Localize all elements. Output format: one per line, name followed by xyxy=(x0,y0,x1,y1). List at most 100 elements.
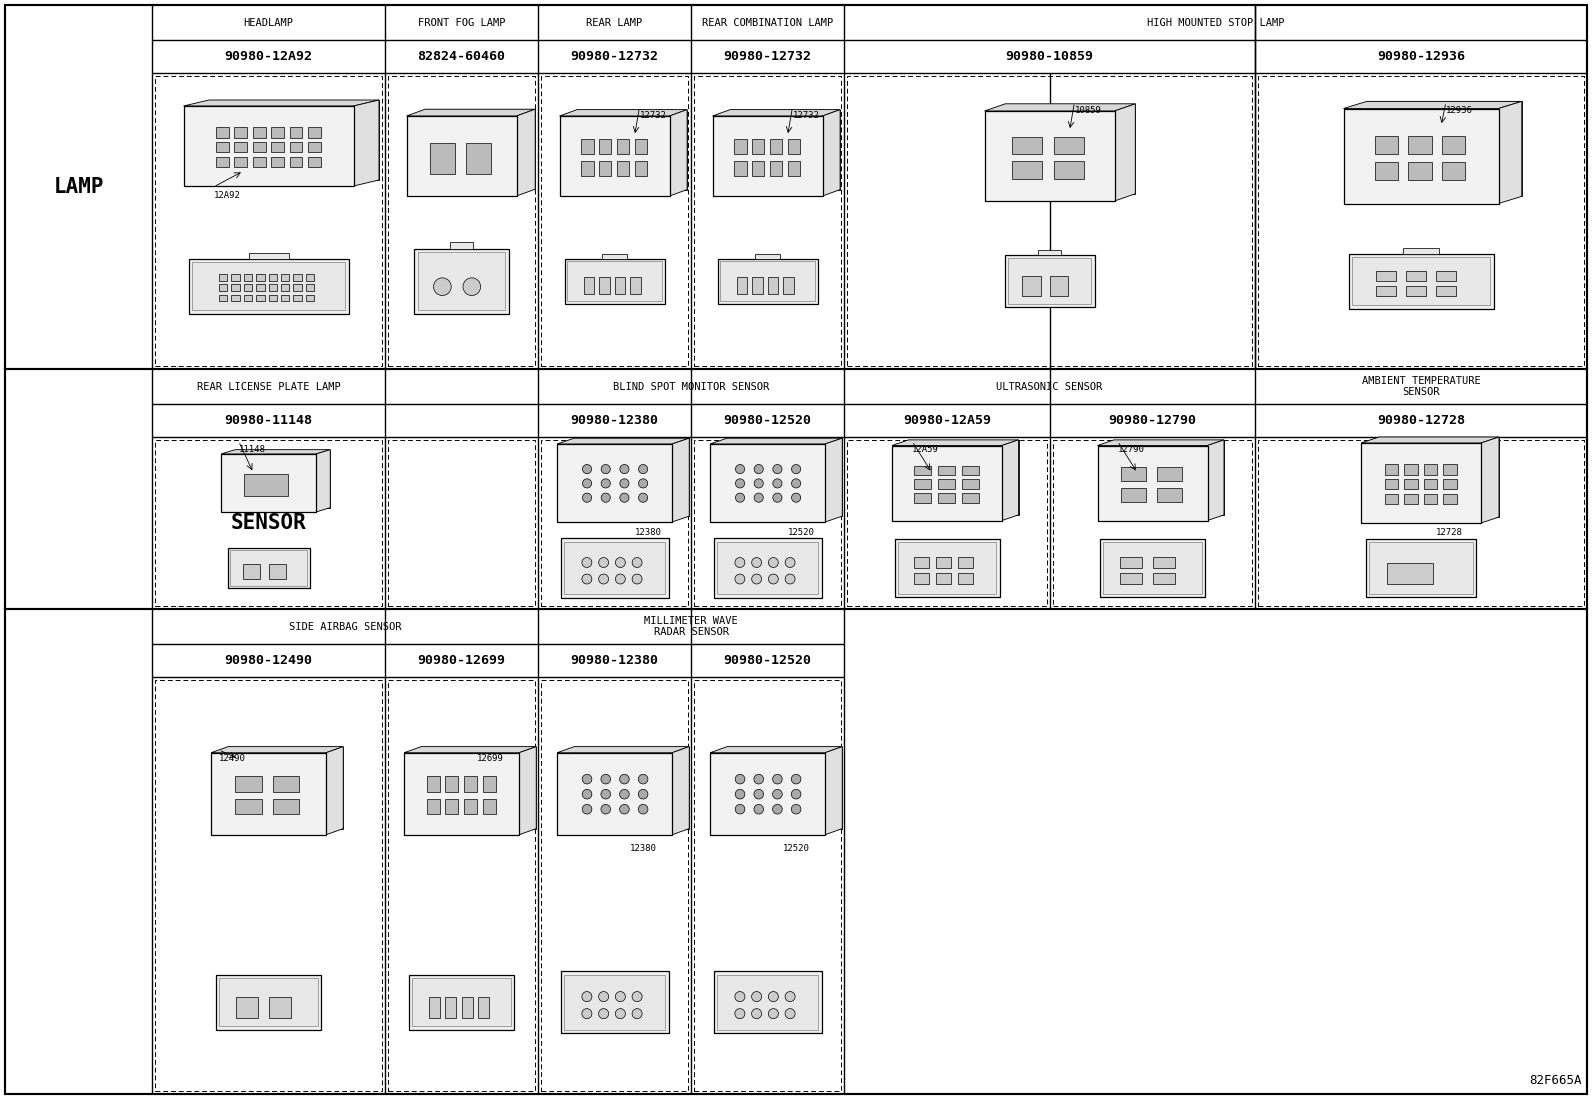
Bar xyxy=(253,157,266,167)
Polygon shape xyxy=(406,109,535,116)
Text: 90980-12A59: 90980-12A59 xyxy=(903,414,990,428)
Bar xyxy=(575,746,689,829)
Circle shape xyxy=(600,775,611,784)
Bar xyxy=(771,160,782,176)
Circle shape xyxy=(599,1009,608,1019)
Polygon shape xyxy=(1097,440,1224,445)
Text: SIDE AIRBAG SENSOR: SIDE AIRBAG SENSOR xyxy=(288,622,401,632)
Bar xyxy=(1008,258,1092,304)
Bar xyxy=(293,295,302,301)
Bar xyxy=(236,799,261,814)
Bar xyxy=(269,997,291,1018)
Bar xyxy=(599,277,610,293)
Text: 90980-12520: 90980-12520 xyxy=(723,414,812,428)
Circle shape xyxy=(755,465,763,474)
Bar xyxy=(482,799,495,814)
Bar xyxy=(788,160,801,176)
Polygon shape xyxy=(670,110,688,196)
Bar xyxy=(427,799,439,814)
Bar xyxy=(1404,465,1418,475)
Bar xyxy=(236,449,330,508)
Bar xyxy=(1406,271,1426,281)
Bar xyxy=(914,557,930,568)
Bar xyxy=(290,127,302,137)
Bar xyxy=(234,142,247,153)
Bar xyxy=(630,277,640,293)
Polygon shape xyxy=(212,746,344,753)
Circle shape xyxy=(599,557,608,567)
Bar xyxy=(962,479,979,489)
Bar xyxy=(244,295,252,301)
Polygon shape xyxy=(713,110,841,116)
Bar xyxy=(1366,539,1476,597)
Bar xyxy=(234,127,247,137)
Bar xyxy=(1119,574,1141,585)
Text: 12380: 12380 xyxy=(635,528,661,537)
Bar xyxy=(734,160,747,176)
Circle shape xyxy=(638,493,648,502)
Bar xyxy=(1375,286,1396,297)
Circle shape xyxy=(791,465,801,474)
Bar xyxy=(220,285,228,291)
Text: 90980-12520: 90980-12520 xyxy=(723,654,812,667)
Bar xyxy=(559,116,670,196)
Bar xyxy=(154,440,382,606)
Bar xyxy=(293,285,302,291)
Polygon shape xyxy=(672,439,689,522)
Circle shape xyxy=(736,479,745,488)
Circle shape xyxy=(619,465,629,474)
Bar xyxy=(710,753,825,835)
Bar xyxy=(307,127,322,137)
Bar xyxy=(602,254,627,258)
Circle shape xyxy=(616,1009,626,1019)
Circle shape xyxy=(600,789,611,799)
Bar xyxy=(694,680,841,1091)
Bar xyxy=(404,753,519,835)
Bar xyxy=(767,277,778,293)
Circle shape xyxy=(751,574,761,584)
Bar xyxy=(564,975,665,1030)
Bar xyxy=(914,493,931,502)
Bar xyxy=(581,160,594,176)
Polygon shape xyxy=(823,110,841,196)
Bar xyxy=(1153,574,1175,585)
Bar xyxy=(221,454,315,512)
Bar xyxy=(422,746,537,829)
Polygon shape xyxy=(559,110,688,116)
Bar xyxy=(751,277,763,293)
Bar xyxy=(1406,286,1426,297)
Bar xyxy=(280,285,290,291)
Bar xyxy=(217,157,229,167)
Bar xyxy=(388,680,535,1091)
Bar xyxy=(236,997,258,1018)
Circle shape xyxy=(736,1009,745,1019)
Bar xyxy=(788,138,801,154)
Text: AMBIENT TEMPERATURE
SENSOR: AMBIENT TEMPERATURE SENSOR xyxy=(1361,376,1481,398)
Bar xyxy=(771,138,782,154)
Bar xyxy=(755,254,780,258)
Circle shape xyxy=(755,804,764,814)
Bar xyxy=(5,369,1587,609)
Text: 90980-12936: 90980-12936 xyxy=(1377,49,1465,63)
Bar xyxy=(482,776,495,792)
Polygon shape xyxy=(315,449,330,512)
Bar xyxy=(958,574,973,585)
Text: HIGH MOUNTED STOP LAMP: HIGH MOUNTED STOP LAMP xyxy=(1146,18,1285,27)
Bar xyxy=(847,76,1251,366)
Bar xyxy=(306,295,314,301)
Bar xyxy=(599,160,611,176)
Bar xyxy=(936,574,950,585)
Circle shape xyxy=(638,479,648,488)
Circle shape xyxy=(619,804,629,814)
Circle shape xyxy=(599,574,608,584)
Circle shape xyxy=(736,789,745,799)
Circle shape xyxy=(463,278,481,296)
Bar xyxy=(244,564,261,579)
Bar xyxy=(1375,135,1398,154)
Bar xyxy=(892,445,1001,521)
Bar xyxy=(271,157,283,167)
Bar xyxy=(1442,162,1465,180)
Bar xyxy=(718,258,818,303)
Circle shape xyxy=(785,574,794,584)
Polygon shape xyxy=(1114,103,1135,201)
